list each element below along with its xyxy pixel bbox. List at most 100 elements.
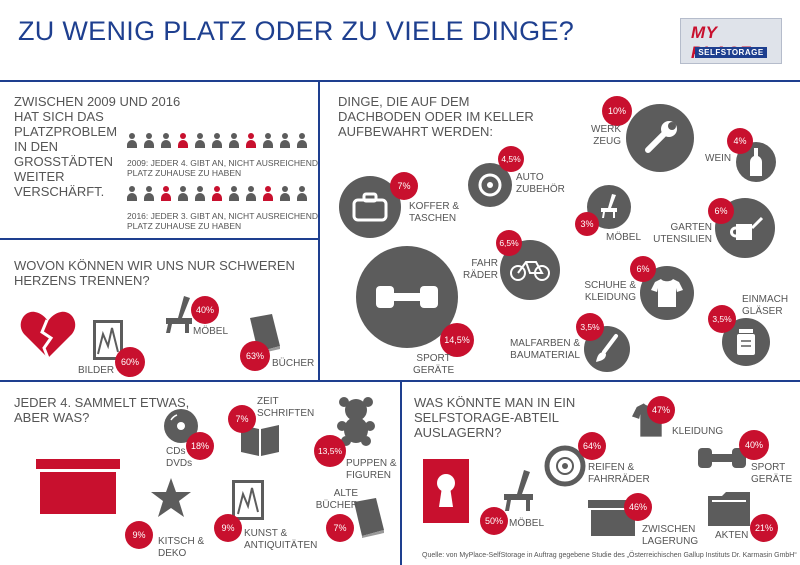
suitcase-icon [352, 192, 388, 222]
collection-box-icon [36, 459, 120, 514]
value-badge: 21% [750, 514, 778, 542]
item-label: AUTO ZUBEHÖR [516, 172, 565, 195]
item-label: MALFARBEN & BAUMATERIAL [509, 338, 580, 361]
value-badge: 6% [708, 198, 734, 224]
item-label: ZEIT SCHRIFTEN [257, 396, 315, 419]
chair-icon [601, 194, 617, 218]
person-icon [246, 186, 256, 201]
person-highlight-icon [263, 186, 273, 201]
person-highlight-icon [212, 186, 222, 201]
value-badge: 7% [228, 405, 256, 433]
item-label: SPORT GERÄTE [413, 353, 455, 376]
item-label: AKTEN [715, 530, 749, 541]
watering-can-icon [730, 216, 764, 240]
note-2009: 2009: JEDER 4. GIBT AN, NICHT AUSREICHEN… [127, 158, 318, 178]
value-badge: 47% [647, 396, 675, 424]
item-label: SCHUHE & KLEIDUNG [584, 280, 636, 303]
person-highlight-icon [178, 133, 188, 148]
chair-icon [504, 470, 533, 511]
teddy-bear-icon [337, 397, 375, 446]
item-label: ALTE BÜCHER [315, 488, 358, 511]
item-label: MÖBEL [193, 326, 229, 337]
item-label: EINMACH GLÄSER [742, 294, 789, 317]
person-icon [161, 133, 171, 148]
wine-bottle-icon [750, 148, 762, 176]
chair-icon [166, 296, 192, 333]
value-badge: 63% [240, 341, 270, 371]
value-badge: 50% [480, 507, 508, 535]
cd-icon [164, 409, 198, 443]
value-badge: 7% [326, 514, 354, 542]
value-badge: 9% [125, 521, 153, 549]
value-badge: 40% [739, 430, 769, 460]
value-badge: 18% [186, 432, 214, 460]
item-label: FAHR RÄDER [462, 258, 498, 281]
divider-vertical-upper [318, 80, 320, 380]
jar-icon [737, 329, 755, 355]
divider-top [0, 80, 800, 82]
value-badge: 46% [624, 493, 652, 521]
person-icon [263, 133, 273, 148]
person-icon [280, 133, 290, 148]
value-badge: 60% [115, 347, 145, 377]
value-badge: 9% [214, 514, 242, 542]
value-badge: 4% [727, 128, 753, 154]
item-label: MÖBEL [509, 518, 545, 529]
dumbbell-icon [376, 286, 438, 308]
person-icon [212, 133, 222, 148]
logo-sub-text: SELFSTORAGE [695, 47, 767, 58]
divider-left-middle [0, 238, 318, 240]
item-label: MÖBEL [606, 232, 642, 243]
tire-icon [544, 445, 586, 487]
keyhole-door-icon [423, 459, 469, 523]
person-icon [195, 186, 205, 201]
item-label: BILDER [78, 365, 115, 376]
value-badge: 14,5% [440, 323, 474, 357]
person-icon [178, 186, 188, 201]
value-badge: 6,5% [496, 230, 522, 256]
value-badge: 13,5% [314, 435, 346, 467]
value-badge: 6% [630, 256, 656, 282]
person-icon [127, 186, 137, 201]
value-badge: 64% [578, 432, 606, 460]
person-icon [229, 186, 239, 201]
picture-icon [232, 480, 264, 520]
item-label: WEIN [705, 153, 732, 164]
bicycle-icon [510, 261, 550, 281]
person-highlight-icon [246, 133, 256, 148]
note-2016: 2016: JEDER 3. GIBT AN, NICHT AUSREICHEN… [127, 211, 318, 231]
item-label: ZWISCHEN LAGERUNG [642, 524, 699, 547]
item-label: GARTEN UTENSILIEN [653, 222, 712, 245]
item-label: REIFEN & FAHRRÄDER [588, 462, 650, 485]
divider-vertical-lower [400, 380, 402, 565]
item-label: KLEIDUNG [672, 426, 724, 437]
sammeln-title: JEDER 4. SAMMELT ETWAS, ABER WAS? [14, 395, 190, 425]
value-badge: 3% [575, 212, 599, 236]
value-badge: 40% [191, 296, 219, 324]
myplace-logo: MY PLACE SELFSTORAGE [680, 18, 782, 64]
item-label: KOFFER & TASCHEN [409, 201, 460, 224]
item-label: SPORT GERÄTE [751, 462, 793, 485]
person-icon [297, 186, 307, 201]
wrench-icon [645, 121, 677, 153]
broken-heart-icon [20, 311, 76, 359]
folder-icon [708, 492, 750, 526]
source-note: Quelle: von MyPlace-SelfStorage in Auftr… [422, 552, 797, 559]
value-badge: 3,5% [576, 313, 604, 341]
problem-title: ZWISCHEN 2009 UND 2016 HAT SICH DAS PLAT… [14, 94, 181, 199]
trennen-title: WOVON KÖNNEN WIR UNS NUR SCHWEREN HERZEN… [14, 258, 295, 288]
person-icon [127, 133, 137, 148]
person-icon [144, 186, 154, 201]
person-icon [195, 133, 205, 148]
tshirt-icon [651, 279, 683, 307]
item-label: PUPPEN & FIGUREN [346, 458, 397, 481]
person-icon [280, 186, 290, 201]
star-icon [151, 478, 191, 517]
item-label: WERK ZEUG [591, 124, 621, 147]
item-label: CDs DVDs [166, 446, 193, 469]
book-icon [354, 498, 384, 538]
value-badge: 7% [390, 172, 418, 200]
paintbrush-icon [596, 334, 618, 362]
keller-title: DINGE, DIE AUF DEM DACHBODEN ODER IM KEL… [338, 94, 534, 139]
value-badge: 10% [602, 96, 632, 126]
